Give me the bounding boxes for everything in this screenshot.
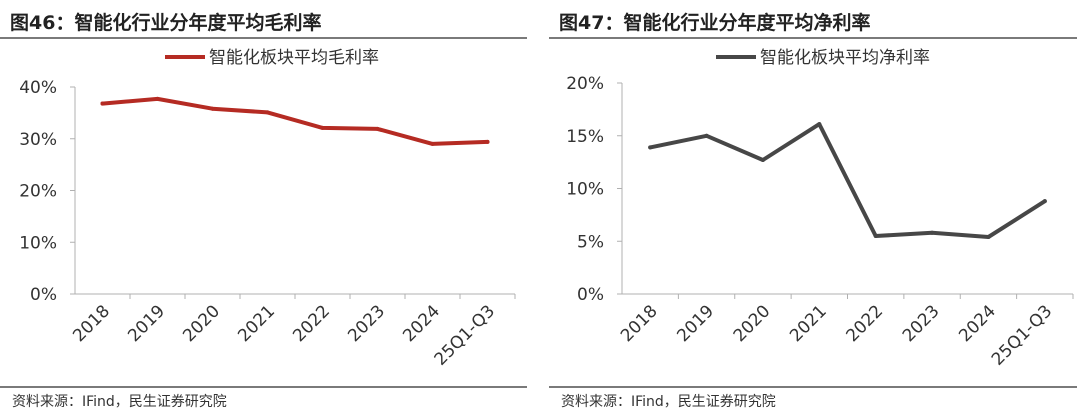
data-point	[100, 101, 105, 106]
x-tick-label: 2024	[955, 301, 1000, 346]
series-line	[648, 122, 1047, 239]
x-tick-label: 2018	[69, 301, 114, 346]
figure-46-bottom-rule	[0, 386, 527, 388]
x-tick-label: 2023	[344, 301, 389, 346]
x-tick-label: 2022	[289, 301, 334, 346]
x-tick-label: 2022	[842, 301, 887, 346]
legend-label: 智能化板块平均净利率	[760, 48, 930, 68]
x-tick-label: 2021	[786, 301, 831, 346]
data-point	[1042, 199, 1047, 204]
y-tick-label: 15%	[566, 127, 604, 147]
x-tick-label: 2019	[124, 301, 169, 346]
figure-47-source: 资料来源：IFind，民生证券研究院	[561, 394, 776, 410]
figure-47-top-rule	[549, 37, 1077, 39]
data-point	[760, 158, 765, 163]
y-tick-label: 20%	[566, 74, 604, 94]
x-tick-label: 25Q1-Q3	[988, 301, 1056, 369]
data-point	[648, 145, 653, 150]
data-point	[430, 141, 435, 146]
y-tick-label: 10%	[19, 233, 57, 253]
gross-margin-line-chart: 智能化板块平均毛利率 0% 10% 20% 30% 40% 2018 2019 2020 2021…	[19, 48, 516, 370]
y-tick-label: 20%	[19, 182, 57, 202]
x-tick-label: 2020	[179, 301, 224, 346]
y-tick-label: 30%	[19, 130, 57, 150]
figure-46-top-rule	[0, 37, 527, 39]
y-tick-label: 40%	[19, 78, 57, 98]
data-point	[873, 233, 878, 238]
legend-label: 智能化板块平均毛利率	[209, 48, 379, 68]
y-tick-label: 0%	[30, 285, 57, 305]
figure-47-title: 图47：智能化行业分年度平均净利率	[559, 12, 871, 34]
x-tick-label: 2024	[399, 301, 444, 346]
data-point	[485, 139, 490, 144]
data-point	[375, 126, 380, 131]
x-tick-label: 25Q1-Q3	[431, 301, 499, 369]
data-point	[930, 230, 935, 235]
series-line	[100, 96, 490, 146]
data-point	[320, 125, 325, 130]
data-point	[817, 122, 822, 127]
x-tick-label: 2020	[730, 301, 775, 346]
figure-46-panel: 图46：智能化行业分年度平均毛利率 智能化板块平均毛利率 0% 10% 20% 30% 4…	[0, 0, 530, 416]
figure-46-source: 资料来源：IFind，民生证券研究院	[12, 394, 227, 410]
data-point	[265, 110, 270, 115]
figure-46-title: 图46：智能化行业分年度平均毛利率	[10, 12, 322, 34]
data-point	[986, 235, 991, 240]
x-tick-label: 2021	[234, 301, 279, 346]
figure-47-bottom-rule	[549, 386, 1077, 388]
x-tick-label: 2023	[899, 301, 944, 346]
data-point	[155, 96, 160, 101]
data-point	[704, 133, 709, 138]
x-tick-label: 2018	[617, 301, 662, 346]
y-tick-label: 5%	[577, 232, 604, 252]
figure-47-panel: 图47：智能化行业分年度平均净利率 智能化板块平均净利率 0% 5% 10% 15% 20…	[549, 0, 1080, 416]
y-tick-label: 10%	[566, 180, 604, 200]
x-tick-label: 2019	[673, 301, 718, 346]
y-tick-label: 0%	[577, 285, 604, 305]
data-point	[210, 106, 215, 111]
